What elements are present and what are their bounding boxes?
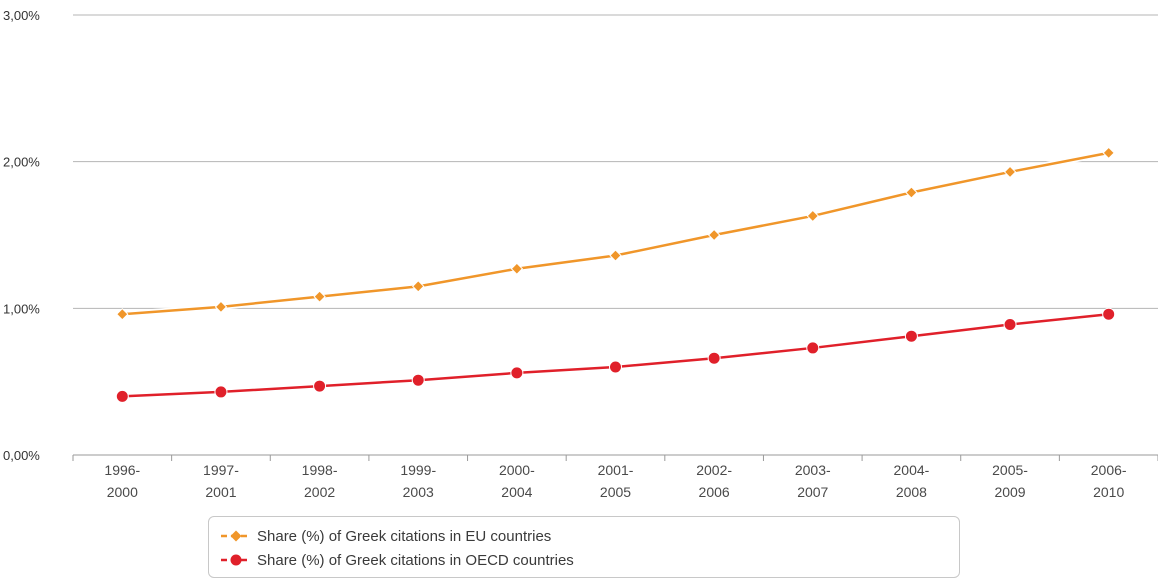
- data-point[interactable]: [609, 360, 622, 374]
- gridlines: [73, 14, 1158, 456]
- diamond-marker-icon: [221, 530, 251, 542]
- x-tick-label: 2005-2009: [992, 462, 1028, 500]
- x-tick-label: 1997-2001: [203, 462, 239, 500]
- x-tick-label: 2002-2006: [696, 462, 732, 500]
- data-point[interactable]: [510, 366, 524, 380]
- legend-item-oecd[interactable]: Share (%) of Greek citations in OECD cou…: [221, 549, 574, 571]
- data-point[interactable]: [1003, 165, 1017, 179]
- x-tick-label: 2000-2004: [499, 462, 535, 500]
- data-point[interactable]: [806, 341, 820, 355]
- line-chart: 0,00%1,00%2,00%3,00% 1996-20001997-20011…: [3, 8, 1158, 500]
- series-line-0: [122, 151, 1109, 316]
- x-tick-label: 1996-2000: [104, 462, 140, 500]
- legend-item-eu[interactable]: Share (%) of Greek citations in EU count…: [221, 525, 551, 547]
- y-tick-label: 2,00%: [3, 155, 40, 170]
- data-point[interactable]: [313, 290, 326, 303]
- data-point[interactable]: [806, 209, 819, 223]
- x-tick-label: 1998-2002: [302, 462, 338, 500]
- data-point[interactable]: [313, 379, 327, 393]
- x-tick-label: 2003-2007: [795, 462, 831, 500]
- data-point[interactable]: [905, 186, 918, 199]
- data-point[interactable]: [609, 249, 622, 262]
- circle-marker-icon: [221, 554, 251, 566]
- data-point[interactable]: [510, 262, 524, 275]
- data-point[interactable]: [904, 329, 918, 343]
- data-point[interactable]: [1102, 307, 1116, 321]
- data-point[interactable]: [1102, 146, 1115, 160]
- series-line-halo: [122, 311, 1109, 400]
- x-tick-label: 2001-2005: [598, 462, 634, 500]
- y-tick-label: 0,00%: [3, 448, 40, 463]
- data-point[interactable]: [411, 373, 425, 387]
- y-tick-label: 3,00%: [3, 8, 40, 23]
- data-point[interactable]: [214, 385, 228, 399]
- x-axis: 1996-2000 1997-2001 1998-2002 1999-2003 2000…: [72, 455, 1158, 500]
- legend-label-eu: Share (%) of Greek citations in EU count…: [257, 527, 552, 545]
- x-tick-label: 2006-2010: [1091, 462, 1127, 500]
- data-point[interactable]: [707, 228, 721, 242]
- data-point[interactable]: [214, 300, 228, 314]
- series-layer: [115, 146, 1116, 403]
- y-tick-label: 1,00%: [3, 301, 40, 316]
- data-point[interactable]: [116, 307, 129, 321]
- y-axis: 0,00% 1,00% 2,00% 3,00%: [3, 8, 40, 463]
- legend-label-oecd: Share (%) of Greek citations in OECD cou…: [257, 551, 574, 569]
- x-tick-label: 1999-2003: [400, 462, 436, 500]
- data-point[interactable]: [1003, 317, 1017, 331]
- legend: Share (%) of Greek citations in EU count…: [208, 516, 960, 578]
- x-tick-label: 2004-2008: [894, 462, 930, 500]
- data-point[interactable]: [707, 351, 721, 365]
- series-line-halo: [122, 149, 1110, 318]
- data-point[interactable]: [412, 280, 425, 293]
- series-line-1: [122, 312, 1109, 398]
- data-point[interactable]: [115, 389, 129, 403]
